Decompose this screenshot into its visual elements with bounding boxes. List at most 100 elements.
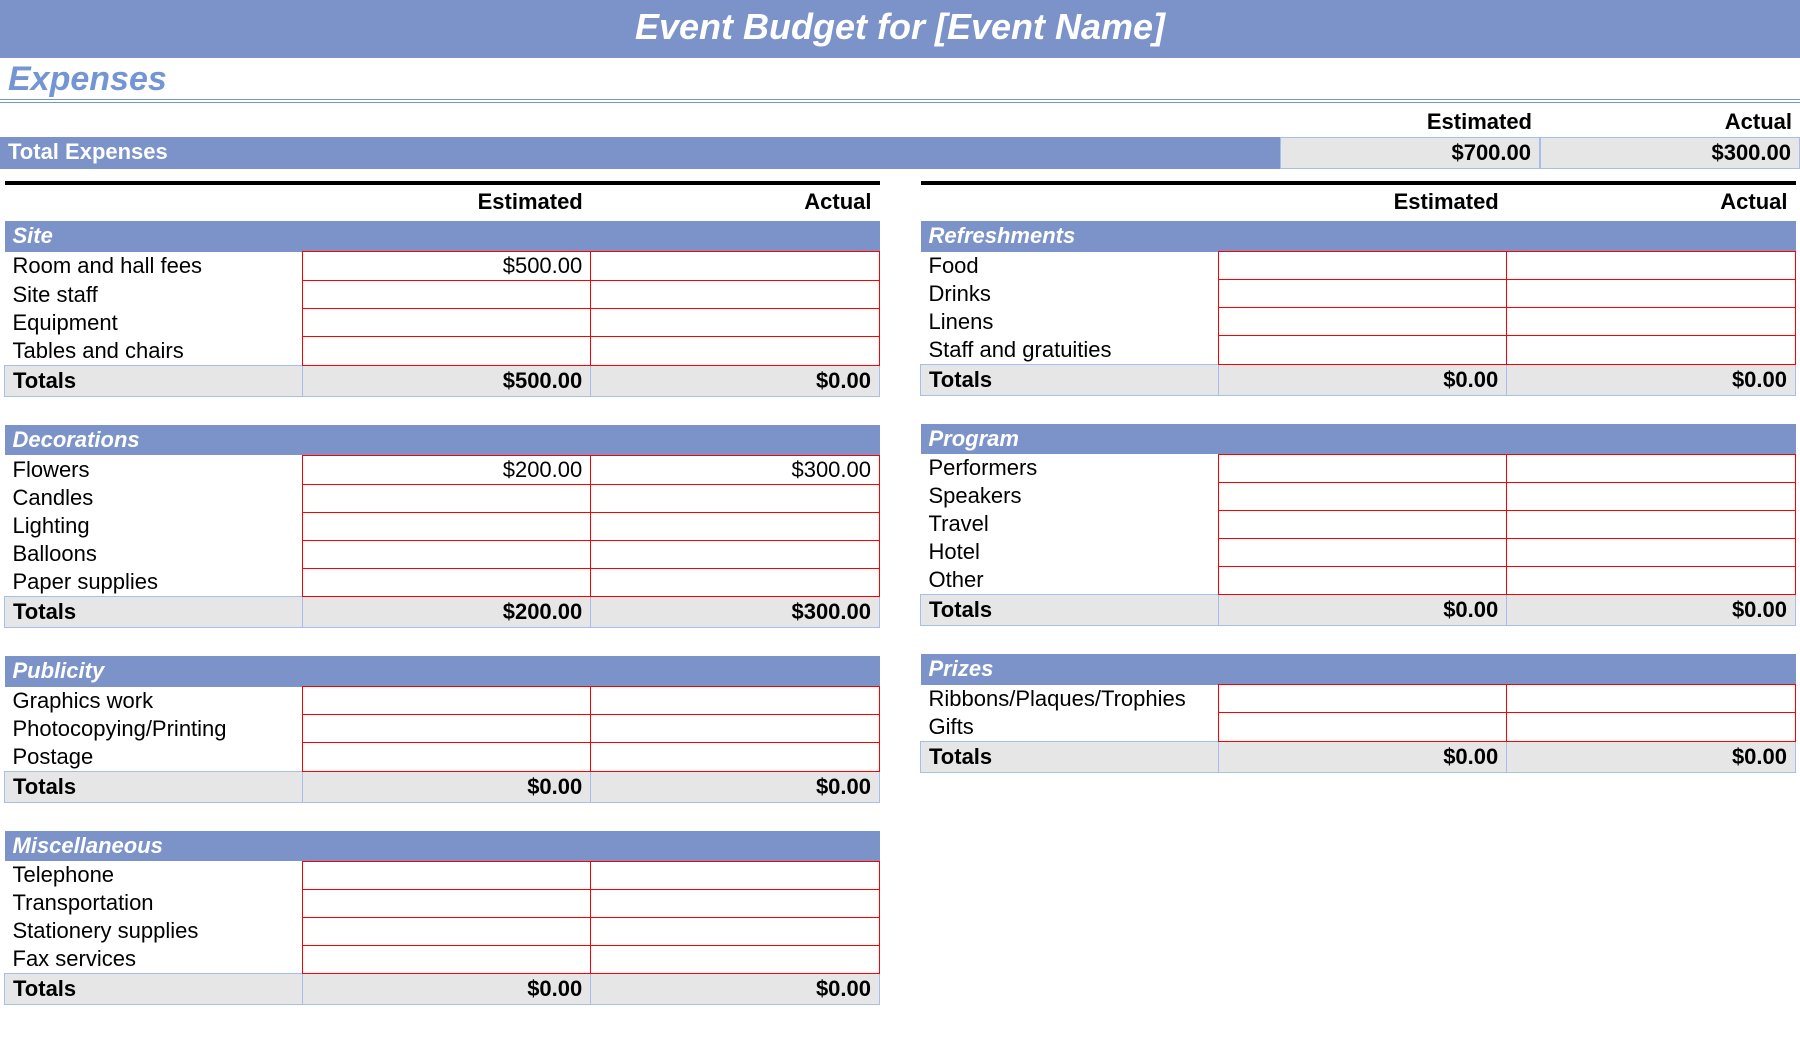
table-row: Flowers$200.00$300.00 — [5, 455, 880, 484]
item-actual-cell[interactable] — [1507, 336, 1796, 365]
table-row: Stationery supplies — [5, 917, 880, 945]
item-label: Tables and chairs — [5, 337, 303, 366]
item-actual-cell[interactable] — [591, 281, 880, 309]
item-estimated-cell[interactable] — [1218, 538, 1507, 566]
item-actual-cell[interactable] — [1507, 482, 1796, 510]
item-actual-cell[interactable] — [591, 917, 880, 945]
totals-estimated: $0.00 — [1218, 595, 1507, 626]
item-actual-cell[interactable] — [591, 889, 880, 917]
item-label: Telephone — [5, 861, 303, 889]
item-actual-cell[interactable] — [1507, 685, 1796, 713]
item-estimated-cell[interactable] — [302, 917, 591, 945]
item-estimated-cell[interactable] — [302, 743, 591, 772]
totals-estimated: $0.00 — [1218, 364, 1507, 395]
item-estimated-cell[interactable] — [302, 889, 591, 917]
item-estimated-cell[interactable] — [1218, 280, 1507, 308]
item-actual-cell[interactable] — [591, 484, 880, 512]
item-estimated-cell[interactable] — [1218, 713, 1507, 742]
item-actual-cell[interactable] — [591, 252, 880, 281]
item-estimated-cell[interactable] — [302, 281, 591, 309]
item-actual-cell[interactable] — [591, 715, 880, 743]
table-row: Paper supplies — [5, 568, 880, 597]
totals-label: Totals — [5, 974, 303, 1005]
item-actual-cell[interactable] — [1507, 280, 1796, 308]
table-row: Telephone — [5, 861, 880, 889]
item-label: Flowers — [5, 455, 303, 484]
category-publicity: PublicityGraphics workPhotocopying/Print… — [4, 656, 880, 803]
item-actual-cell[interactable] — [591, 861, 880, 889]
totals-actual: $300.00 — [591, 597, 880, 628]
category-prizes: PrizesRibbons/Plaques/TrophiesGiftsTotal… — [920, 654, 1796, 773]
category-site: EstimatedActualSiteRoom and hall fees$50… — [4, 181, 880, 397]
item-actual-cell[interactable] — [591, 540, 880, 568]
item-estimated-cell[interactable] — [302, 687, 591, 715]
table-row: Candles — [5, 484, 880, 512]
item-label: Photocopying/Printing — [5, 715, 303, 743]
item-actual-cell[interactable] — [591, 568, 880, 597]
item-estimated-cell[interactable] — [1218, 510, 1507, 538]
table-row: Balloons — [5, 540, 880, 568]
item-estimated-cell[interactable] — [1218, 336, 1507, 365]
item-actual-cell[interactable] — [1507, 566, 1796, 595]
category-header: Prizes — [921, 654, 1796, 685]
item-label: Linens — [921, 308, 1219, 336]
totals-estimated: $0.00 — [302, 974, 591, 1005]
totals-actual: $0.00 — [1507, 364, 1796, 395]
item-actual-cell[interactable] — [591, 945, 880, 974]
item-label: Balloons — [5, 540, 303, 568]
table-row: Site staff — [5, 281, 880, 309]
item-actual-cell[interactable] — [591, 687, 880, 715]
item-actual-cell[interactable] — [1507, 510, 1796, 538]
item-actual-cell[interactable] — [591, 337, 880, 366]
item-estimated-cell[interactable]: $200.00 — [302, 455, 591, 484]
total-expenses-row: Total Expenses $700.00 $300.00 — [0, 137, 1800, 169]
category-header: Program — [921, 424, 1796, 455]
item-estimated-cell[interactable] — [1218, 566, 1507, 595]
expenses-heading: Expenses — [0, 58, 1800, 103]
col-header-estimated: Estimated — [1280, 107, 1540, 137]
item-label: Ribbons/Plaques/Trophies — [921, 685, 1219, 713]
item-actual-cell[interactable] — [591, 512, 880, 540]
item-actual-cell[interactable]: $300.00 — [591, 455, 880, 484]
item-estimated-cell[interactable] — [1218, 252, 1507, 280]
item-actual-cell[interactable] — [591, 309, 880, 337]
item-estimated-cell[interactable] — [302, 715, 591, 743]
item-actual-cell[interactable] — [591, 743, 880, 772]
item-label: Candles — [5, 484, 303, 512]
item-actual-cell[interactable] — [1507, 252, 1796, 280]
item-estimated-cell[interactable] — [1218, 482, 1507, 510]
col-header-estimated: Estimated — [1218, 183, 1507, 221]
category-totals-row: Totals$200.00$300.00 — [5, 597, 880, 628]
table-row: Graphics work — [5, 687, 880, 715]
item-actual-cell[interactable] — [1507, 454, 1796, 482]
item-actual-cell[interactable] — [1507, 713, 1796, 742]
page-title: Event Budget for [Event Name] — [0, 0, 1800, 58]
item-estimated-cell[interactable] — [302, 484, 591, 512]
item-estimated-cell[interactable] — [302, 309, 591, 337]
col-header-actual: Actual — [1507, 183, 1796, 221]
item-estimated-cell[interactable] — [302, 568, 591, 597]
item-estimated-cell[interactable] — [1218, 308, 1507, 336]
category-header: Site — [5, 221, 880, 252]
item-actual-cell[interactable] — [1507, 538, 1796, 566]
item-estimated-cell[interactable] — [302, 512, 591, 540]
item-label: Food — [921, 252, 1219, 280]
totals-label: Totals — [5, 771, 303, 802]
item-estimated-cell[interactable] — [302, 861, 591, 889]
item-estimated-cell[interactable]: $500.00 — [302, 252, 591, 281]
item-label: Hotel — [921, 538, 1219, 566]
category-totals-row: Totals$0.00$0.00 — [5, 771, 880, 802]
item-estimated-cell[interactable] — [302, 945, 591, 974]
category-refreshments: EstimatedActualRefreshmentsFoodDrinksLin… — [920, 181, 1796, 396]
item-estimated-cell[interactable] — [1218, 454, 1507, 482]
item-estimated-cell[interactable] — [302, 540, 591, 568]
categories-grid: EstimatedActualSiteRoom and hall fees$50… — [0, 169, 1800, 1009]
item-estimated-cell[interactable] — [1218, 685, 1507, 713]
table-row: Ribbons/Plaques/Trophies — [921, 685, 1796, 713]
totals-label: Totals — [921, 595, 1219, 626]
item-actual-cell[interactable] — [1507, 308, 1796, 336]
table-row: Other — [921, 566, 1796, 595]
item-estimated-cell[interactable] — [302, 337, 591, 366]
totals-label: Totals — [5, 597, 303, 628]
category-decorations: DecorationsFlowers$200.00$300.00CandlesL… — [4, 425, 880, 629]
